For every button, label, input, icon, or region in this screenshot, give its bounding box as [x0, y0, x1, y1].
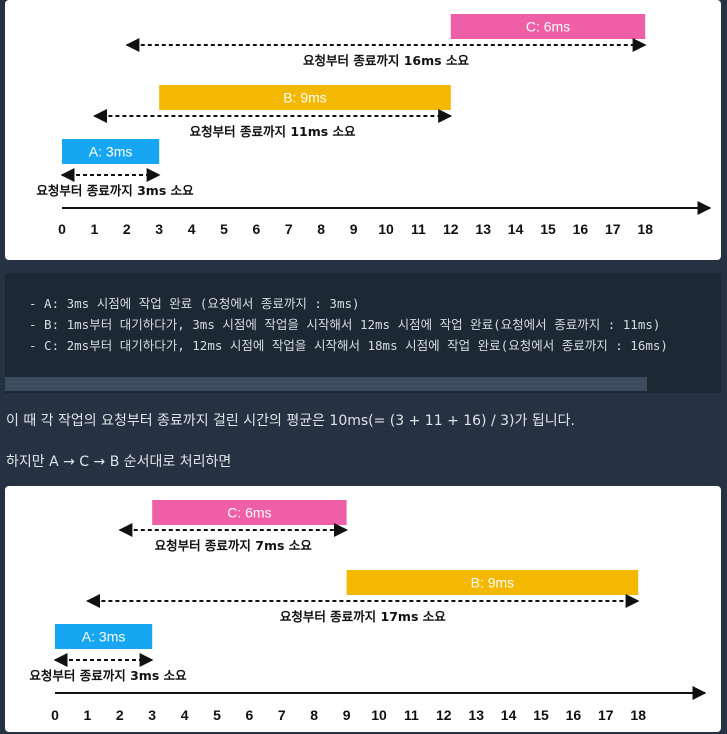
tick-label: 13	[468, 707, 484, 723]
bar-label-a: A: 3ms	[89, 144, 133, 160]
reorder-paragraph: 하지만 A → C → B 순서대로 처리하면	[6, 454, 232, 470]
code-lines: - A: 3ms 시점에 작업 완료 (요청에서 종료까지 : 3ms) - B:…	[29, 293, 668, 356]
tick-label: 18	[637, 221, 653, 237]
tick-label: 0	[58, 221, 66, 237]
tick-label: 8	[310, 707, 318, 723]
tick-label: 15	[540, 221, 556, 237]
tick-label: 9	[350, 221, 358, 237]
tick-label: 18	[630, 707, 646, 723]
tick-label: 11	[404, 707, 419, 723]
duration-label-2: 요청부터 종료까지 3ms 소요	[36, 183, 194, 198]
duration-label-0: 요청부터 종료까지 7ms 소요	[155, 538, 313, 553]
code-line-b: - B: 1ms부터 대기하다가, 3ms 시점에 작업을 시작해서 12ms …	[29, 317, 661, 332]
tick-label: 3	[155, 221, 163, 237]
duration-label-2: 요청부터 종료까지 3ms 소요	[29, 668, 187, 683]
tick-label: 4	[188, 221, 196, 237]
tick-label: 8	[317, 221, 325, 237]
bar-c	[152, 500, 347, 525]
tick-label: 16	[573, 221, 589, 237]
tick-label: 6	[246, 707, 254, 723]
bar-b	[159, 85, 451, 110]
tick-label: 5	[213, 707, 221, 723]
duration-label-1: 요청부터 종료까지 17ms 소요	[280, 609, 446, 624]
bar-label-b: B: 9ms	[471, 575, 515, 591]
tick-label: 10	[378, 221, 394, 237]
tick-label: 4	[181, 707, 189, 723]
tick-label: 17	[605, 221, 621, 237]
tick-label: 14	[501, 707, 517, 723]
duration-label-0: 요청부터 종료까지 16ms 소요	[303, 53, 469, 68]
bar-label-c: C: 6ms	[227, 505, 271, 521]
tick-label: 12	[436, 707, 452, 723]
tick-label: 7	[278, 707, 286, 723]
code-line-a: - A: 3ms 시점에 작업 완료 (요청에서 종료까지 : 3ms)	[29, 296, 360, 311]
bar-a	[55, 624, 153, 649]
tick-label: 1	[91, 221, 99, 237]
tick-label: 14	[508, 221, 524, 237]
bar-b	[346, 570, 639, 595]
horizontal-scrollbar[interactable]	[5, 377, 647, 391]
bar-c	[450, 14, 646, 39]
tick-label: 1	[84, 707, 92, 723]
code-line-c: - C: 2ms부터 대기하다가, 12ms 시점에 작업을 시작해서 18ms…	[29, 338, 668, 353]
tick-label: 0	[51, 707, 59, 723]
tick-label: 2	[116, 707, 124, 723]
average-time-paragraph: 이 때 각 작업의 요청부터 종료까지 걸린 시간의 평균은 10ms(= (3…	[6, 413, 575, 429]
bar-label-b: B: 9ms	[283, 90, 327, 106]
tick-label: 5	[220, 221, 228, 237]
tick-label: 3	[148, 707, 156, 723]
code-block: - A: 3ms 시점에 작업 완료 (요청에서 종료까지 : 3ms) - B:…	[5, 273, 721, 393]
tick-label: 6	[253, 221, 261, 237]
bar-label-a: A: 3ms	[82, 629, 126, 645]
tick-label: 12	[443, 221, 459, 237]
tick-label: 17	[598, 707, 614, 723]
timeline-svg-top: C: 6ms B: 9ms A: 3ms 요청부터 종료까지 16ms 소요요청부터 …	[36, 14, 712, 237]
bar-a	[62, 139, 160, 164]
bar-label-c: C: 6ms	[526, 19, 570, 35]
tick-label: 9	[343, 707, 351, 723]
tick-label: 13	[475, 221, 491, 237]
tick-label: 15	[533, 707, 549, 723]
tick-label: 16	[566, 707, 582, 723]
tick-label: 11	[411, 221, 426, 237]
tick-label: 7	[285, 221, 293, 237]
tick-label: 10	[371, 707, 387, 723]
duration-label-1: 요청부터 종료까지 11ms 소요	[190, 124, 356, 139]
tick-label: 2	[123, 221, 131, 237]
